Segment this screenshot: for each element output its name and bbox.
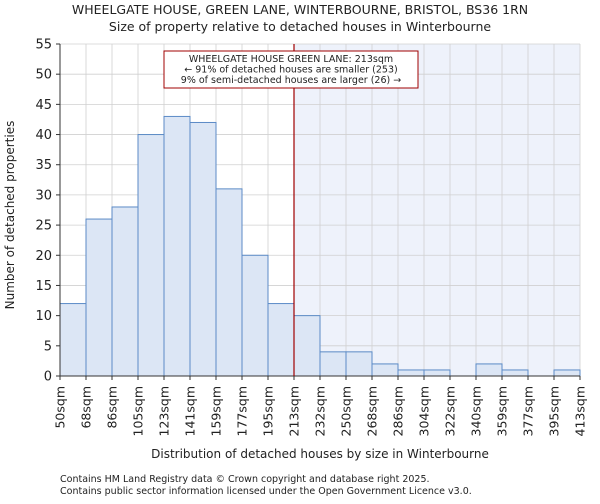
x-tick-label: 177sqm (235, 386, 250, 436)
histogram-bar (163, 115, 191, 377)
histogram-bar (267, 303, 295, 377)
x-tick-label: 322sqm (443, 386, 458, 436)
y-tick-label: 30 (35, 188, 52, 203)
annotation-frame (163, 50, 419, 89)
histogram-bar (553, 369, 581, 377)
x-tick-label: 304sqm (417, 386, 432, 436)
annotation-line-2: ← 91% of detached houses are smaller (25… (184, 65, 397, 76)
footer-line-2: Contains public sector information licen… (60, 486, 472, 497)
annotation-box: WHEELGATE HOUSE GREEN LANE: 213sqm ← 91%… (163, 50, 419, 89)
histogram-bar (59, 303, 87, 377)
x-tick-label: 232sqm (313, 386, 328, 436)
x-axis-label: Distribution of detached houses by size … (151, 447, 489, 461)
histogram-bar (137, 134, 165, 377)
y-tick-label: 20 (35, 249, 52, 264)
x-tick-label: 50sqm (53, 386, 68, 429)
x-tick-label: 250sqm (339, 386, 354, 436)
x-tick-label: 340sqm (469, 386, 484, 436)
annotation-line-3: 9% of semi-detached houses are larger (2… (181, 75, 401, 86)
y-tick-label: 35 (35, 158, 52, 173)
x-tick-label: 141sqm (183, 386, 198, 436)
histogram-bar (111, 206, 139, 377)
y-tick-label: 10 (35, 309, 52, 324)
histogram-bar (371, 363, 399, 377)
x-tick-label: 377sqm (521, 386, 536, 436)
histogram-bar (423, 369, 451, 377)
x-tick-label: 413sqm (573, 386, 588, 436)
y-tick-label: 25 (35, 219, 52, 234)
chart-title: WHEELGATE HOUSE, GREEN LANE, WINTERBOURN… (72, 2, 528, 17)
x-tick-label: 395sqm (547, 386, 562, 436)
chart-subtitle: Size of property relative to detached ho… (109, 19, 491, 34)
larger-region-highlight (294, 44, 580, 376)
x-tick-label: 213sqm (287, 386, 302, 436)
histogram-bar (319, 351, 347, 377)
histogram-bar (345, 351, 373, 377)
x-tick-label: 159sqm (209, 386, 224, 436)
histogram-bar (85, 218, 113, 377)
y-tick-label: 40 (35, 128, 52, 143)
histogram-bar (397, 369, 425, 377)
plot-area: 0 5 10 15 20 25 30 35 40 45 50 55 50sqm 68sqm 86sqm 105… (35, 38, 587, 437)
histogram-bar (189, 121, 217, 377)
footer-line-1: Contains HM Land Registry data © Crown c… (60, 474, 430, 485)
y-tick-label: 50 (35, 68, 52, 83)
x-tick-label: 86sqm (105, 386, 120, 429)
x-tick-label: 123sqm (157, 386, 172, 436)
y-tick-label: 5 (44, 339, 52, 354)
histogram-bar (293, 315, 321, 377)
x-tick-label: 359sqm (495, 386, 510, 436)
x-tick-label: 68sqm (79, 386, 94, 429)
histogram-bar (215, 188, 243, 377)
annotation-line-1: WHEELGATE HOUSE GREEN LANE: 213sqm (189, 54, 393, 65)
histogram-bar (241, 254, 269, 377)
y-tick-label: 15 (35, 279, 52, 294)
histogram-bar (475, 363, 503, 377)
y-tick-label: 45 (35, 98, 52, 113)
y-tick-label: 55 (35, 38, 52, 53)
histogram-bar (501, 369, 529, 377)
x-tick-label: 105sqm (131, 386, 146, 436)
x-tick-label: 195sqm (261, 386, 276, 436)
x-tick-label: 268sqm (365, 386, 380, 436)
x-tick-label: 286sqm (391, 386, 406, 436)
y-axis-label: Number of detached properties (3, 121, 17, 310)
y-tick-label: 0 (44, 370, 52, 385)
